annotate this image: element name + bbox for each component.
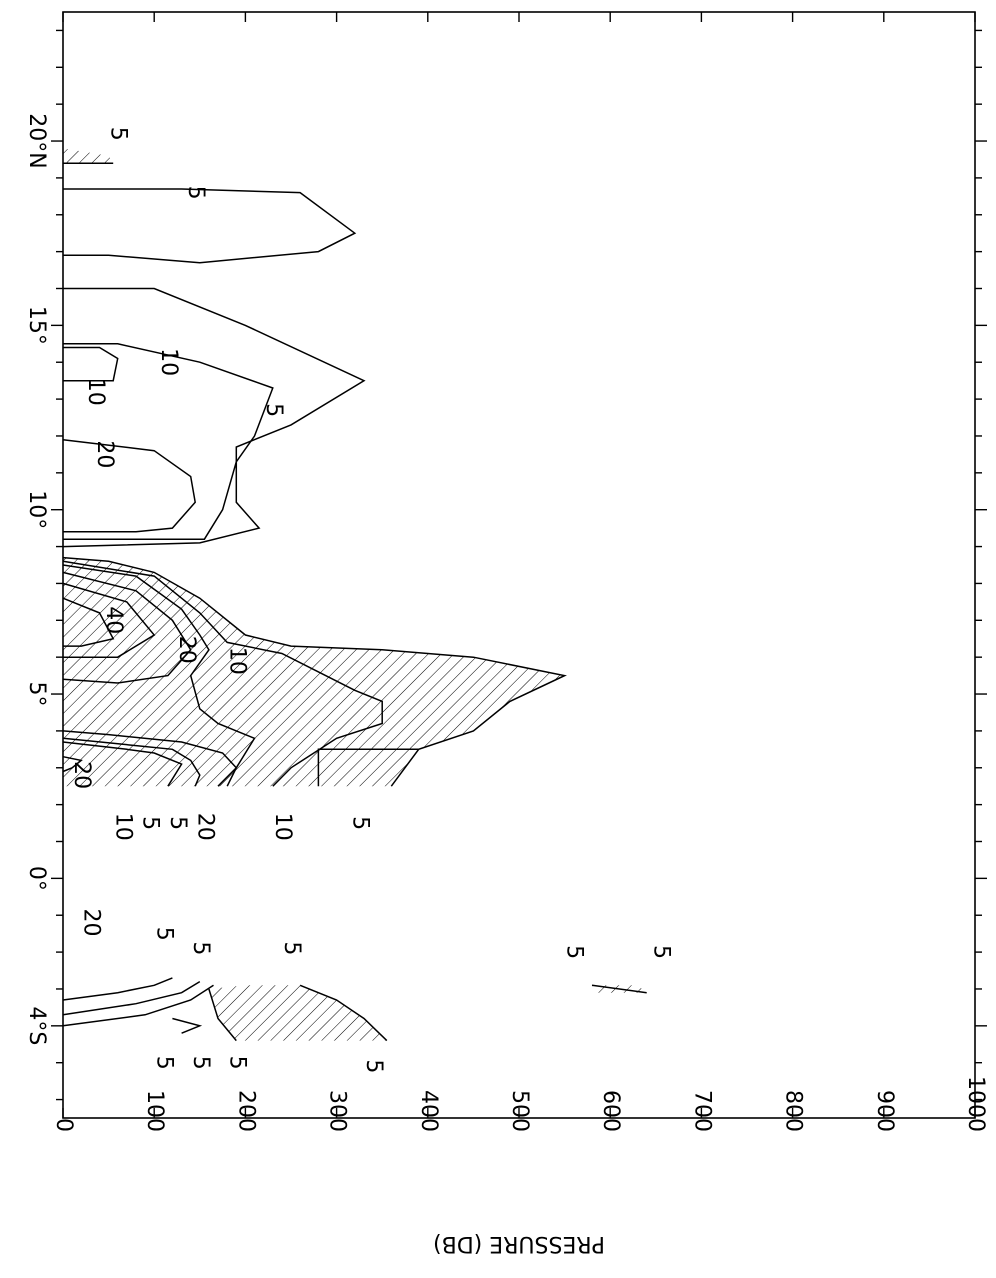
hatched-region-2 (208, 985, 387, 1041)
contour-label: 20 (92, 440, 117, 468)
y-tick-label: 20°N (24, 113, 49, 168)
y-tick-labels: 4°S 0° 5° 10° 15° 20°N (24, 113, 49, 1045)
contour-label: 5 (188, 1056, 213, 1070)
x-tick-label: 800 (781, 1090, 806, 1132)
contour-line-5-22 (299, 984, 388, 1042)
contour-label: 5 (361, 1059, 386, 1073)
y-tick-label: 4°S (24, 1006, 49, 1045)
contour-label: 5 (188, 941, 213, 955)
contour-label: 5 (562, 945, 587, 959)
x-tick-label: 500 (507, 1090, 532, 1132)
contour-label: 10 (156, 348, 181, 376)
contour-line-40-11 (62, 597, 115, 647)
contour-label: 10 (270, 813, 295, 841)
x-tick-label: 600 (598, 1090, 623, 1132)
x-tick-label: 200 (233, 1090, 258, 1132)
contour-label: 10 (224, 647, 249, 675)
contour-label: 20 (78, 909, 103, 937)
x-tick-label: 1000 (963, 1076, 988, 1132)
contour-label: 20 (174, 636, 199, 664)
contour-line-5-21 (208, 988, 237, 1042)
contour-label: 10 (110, 813, 135, 841)
y-tick-label: 10° (24, 490, 49, 529)
axis-ticks (51, 12, 987, 1118)
contour-label: 5 (138, 816, 163, 830)
x-tick-label: 100 (142, 1090, 167, 1132)
contour-line-20-15 (62, 755, 83, 773)
contour-line-40-10 (62, 582, 156, 658)
contour-line-20-5 (62, 438, 197, 533)
x-tick-labels: 0 100 200 300 400 500 600 700 800 900 1000 (51, 1076, 988, 1132)
contour-label: 40 (101, 606, 126, 634)
contour-lines (62, 162, 647, 1042)
x-tick-label: 900 (872, 1090, 897, 1132)
contour-line-5-13 (62, 737, 201, 787)
contour-line-5-14 (62, 741, 183, 787)
contour-label: 20 (192, 813, 217, 841)
contour-line-10-16 (317, 748, 419, 787)
contour-line-30-9 (62, 571, 192, 684)
contour-label: 5 (165, 816, 190, 830)
contour-line-20-8 (62, 564, 256, 787)
contour-line-5-18 (62, 980, 201, 1016)
x-tick-label: 0 (51, 1118, 76, 1132)
x-tick-label: 400 (416, 1090, 441, 1132)
contour-label: 5 (261, 403, 286, 417)
y-tick-label: 5° (24, 682, 49, 707)
contour-label: 5 (151, 927, 176, 941)
hatched-region-1 (63, 557, 565, 787)
contour-label: 10 (83, 378, 108, 406)
hatched-region-3 (63, 148, 114, 164)
y-tick-label: 0° (24, 866, 49, 891)
contour-label: 20 (69, 761, 94, 789)
contour-label: 5 (106, 127, 131, 141)
contour-line-5-20 (172, 1017, 203, 1034)
y-tick-label: 15° (24, 306, 49, 345)
x-tick-label: 300 (325, 1090, 350, 1132)
contour-label: 5 (183, 186, 208, 200)
contour-line-5-19 (62, 984, 214, 1027)
contour-line-10-3 (63, 343, 274, 540)
contour-line-5-24 (591, 984, 647, 994)
contour-line-5-6 (62, 556, 567, 787)
contour-line-10-12 (62, 730, 238, 787)
contour-line-5-1 (63, 188, 357, 264)
x-axis-label: PRESSURE (DB) (433, 1231, 605, 1256)
contour-line-10-4 (63, 346, 119, 382)
contour-label: 5 (347, 816, 372, 830)
hatched-regions (63, 148, 647, 1041)
contour-line-5-17 (62, 977, 173, 1001)
contour-line-5-2 (62, 287, 366, 548)
contour-line-10-7 (62, 560, 383, 787)
x-tick-label: 700 (689, 1090, 714, 1132)
contour-label: 5 (151, 1056, 176, 1070)
contour-label: 5 (648, 945, 673, 959)
contour-label: 5 (224, 1056, 249, 1070)
contour-label: 5 (279, 941, 304, 955)
